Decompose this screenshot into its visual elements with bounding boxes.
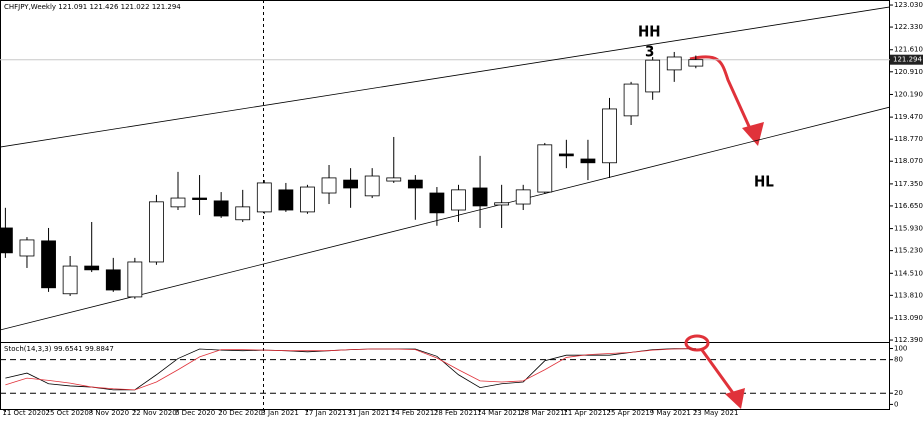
candle-body xyxy=(170,197,186,208)
candle-body xyxy=(192,197,207,200)
x-tick-label: 9 May 2021 xyxy=(650,409,691,417)
annotation-hh: HH xyxy=(638,23,661,41)
candle-body xyxy=(537,144,553,193)
candle-body xyxy=(235,206,251,221)
y-tick-label: 115.230 xyxy=(894,247,923,255)
candle-body xyxy=(364,175,380,197)
candle-body xyxy=(321,177,337,194)
y-tick-label: 113.810 xyxy=(894,291,923,299)
frame xyxy=(0,0,890,410)
candle-body xyxy=(623,83,639,117)
arrow-head xyxy=(725,388,745,409)
candle-body xyxy=(515,189,531,205)
y-tick-label: 0 xyxy=(894,400,898,408)
x-tick-label: 11 Apr 2021 xyxy=(563,409,606,417)
x-tick-label: 3 Jan 2021 xyxy=(261,409,299,417)
arrow xyxy=(700,349,735,394)
x-tick-label: 20 Dec 2020 xyxy=(218,409,263,417)
candle-body xyxy=(386,177,402,182)
y-tick-label: 20 xyxy=(894,389,903,397)
candle-body xyxy=(84,265,100,271)
y-tick-label: 123.030 xyxy=(894,1,923,9)
y-tick-label: 121.610 xyxy=(894,46,923,54)
arrow xyxy=(689,55,754,134)
y-tick-label: 100 xyxy=(894,344,907,352)
x-tick-label: 14 Mar 2021 xyxy=(477,409,521,417)
x-tick-label: 22 Nov 2020 xyxy=(132,409,177,417)
candle-body xyxy=(213,200,229,217)
x-tick-label: 14 Feb 2021 xyxy=(391,409,435,417)
candle-body xyxy=(127,261,143,298)
current-price-box xyxy=(890,54,923,65)
highlight-circle xyxy=(684,334,710,352)
stoch-line xyxy=(5,348,696,391)
x-tick-label: 25 Oct 2020 xyxy=(46,409,89,417)
trendline xyxy=(0,106,891,331)
candle-body xyxy=(343,179,359,189)
candle-body xyxy=(688,59,704,67)
y-tick-label: 117.350 xyxy=(894,180,923,188)
y-tick-label: 115.930 xyxy=(894,225,923,233)
candle-body xyxy=(149,201,164,263)
y-tick-label: 118.770 xyxy=(894,135,923,143)
chart-title: CHFJPY,Weekly 121.091 121.426 121.022 12… xyxy=(4,3,181,11)
candle-body xyxy=(472,187,488,207)
candle-body xyxy=(645,59,661,93)
candle-body xyxy=(278,189,294,211)
candle-body xyxy=(41,240,56,289)
annotation-hl: HL xyxy=(754,173,774,191)
x-tick-label: 28 Feb 2021 xyxy=(434,409,478,417)
x-tick-label: 31 Jan 2021 xyxy=(348,409,390,417)
x-tick-label: 11 Oct 2020 xyxy=(2,409,45,417)
y-tick-label: 120.910 xyxy=(894,68,923,76)
y-tick-label: 122.330 xyxy=(894,23,923,31)
x-tick-label: 28 Mar 2021 xyxy=(520,409,564,417)
y-tick-label: 80 xyxy=(894,356,903,364)
y-tick-label: 119.470 xyxy=(894,113,923,121)
candle-body xyxy=(62,265,78,295)
y-tick-label: 120.190 xyxy=(894,90,923,98)
x-tick-label: 17 Jan 2021 xyxy=(304,409,346,417)
arrow-head xyxy=(742,122,764,146)
y-tick-label: 112.390 xyxy=(894,336,923,344)
candle-body xyxy=(494,202,510,206)
y-tick-label: 118.070 xyxy=(894,157,923,165)
candle-body xyxy=(407,179,423,189)
candle-body xyxy=(300,186,315,213)
candle-body xyxy=(429,192,445,214)
annotation-wave: 3 xyxy=(645,43,654,61)
x-tick-label: 25 Apr 2021 xyxy=(607,409,650,417)
candle-body xyxy=(558,153,574,157)
candle-body xyxy=(19,239,35,257)
stoch-line xyxy=(5,348,696,391)
candle-body xyxy=(602,108,617,164)
candle-body xyxy=(0,227,13,254)
candle-body xyxy=(451,189,466,211)
current-price-label: 121.294 xyxy=(893,56,922,64)
y-tick-label: 113.090 xyxy=(894,314,923,322)
x-tick-label: 8 Nov 2020 xyxy=(89,409,129,417)
candle-body xyxy=(256,182,272,213)
y-tick-label: 116.650 xyxy=(894,202,923,210)
candle-body xyxy=(666,56,682,71)
x-tick-label: 6 Dec 2020 xyxy=(175,409,215,417)
indicator-title: Stoch(14,3,3) 99.6541 99.8847 xyxy=(4,345,114,353)
candle-body xyxy=(580,158,596,164)
y-tick-label: 114.510 xyxy=(894,269,923,277)
x-tick-label: 23 May 2021 xyxy=(693,409,739,417)
candle-body xyxy=(105,269,121,291)
trendline xyxy=(0,6,891,148)
